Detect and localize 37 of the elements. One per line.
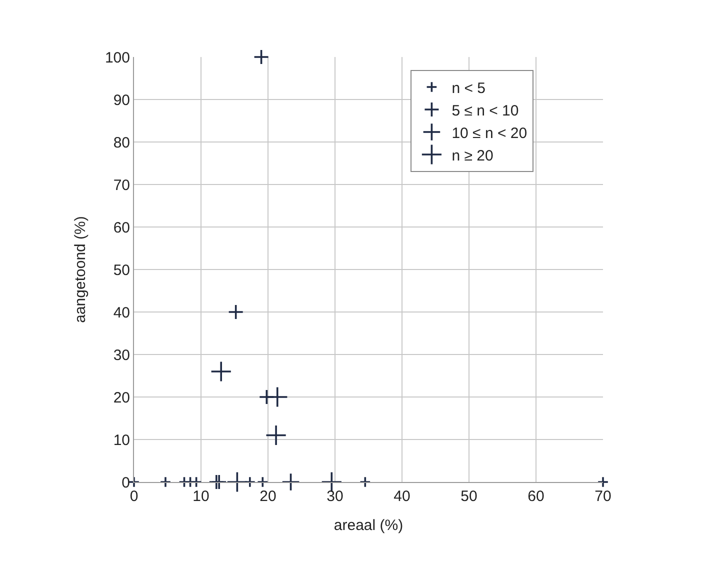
y-tick-label: 80 [113, 134, 130, 152]
y-axis-title: aangetoond (%) [72, 216, 90, 323]
y-tick-label: 0 [122, 474, 130, 492]
y-tick-label: 50 [113, 262, 130, 279]
point [281, 472, 300, 492]
x-tick-label: 50 [460, 488, 478, 505]
point [160, 476, 172, 488]
legend-label: 10 ≤ n < 20 [452, 124, 528, 142]
y-tick-label: 90 [113, 92, 130, 109]
legend-label: n ≥ 20 [452, 147, 494, 164]
x-axis-title: areaal (%) [334, 517, 404, 534]
y-tick-label: 60 [113, 219, 130, 236]
y-tick-label: 20 [113, 389, 130, 406]
x-tick-label: 40 [394, 488, 410, 505]
point [253, 49, 270, 65]
point [265, 424, 287, 446]
x-tick-label: 20 [260, 488, 276, 505]
x-tick-label: 30 [326, 488, 344, 505]
legend-label: n < 5 [452, 80, 486, 97]
y-tick-label: 10 [113, 432, 130, 449]
y-tick-label: 100 [104, 49, 130, 66]
y-tick-label: 30 [113, 346, 130, 364]
point [190, 476, 202, 488]
x-tick-label: 70 [594, 488, 612, 505]
x-tick-label: 60 [528, 488, 544, 505]
point [266, 386, 288, 408]
point [359, 476, 371, 488]
y-tick-label: 70 [113, 176, 130, 194]
point [256, 476, 268, 488]
point [244, 476, 256, 488]
point [228, 304, 244, 320]
point [226, 471, 248, 493]
point [210, 360, 232, 382]
legend-label: 5 ≤ n < 10 [452, 102, 519, 120]
point [597, 476, 609, 488]
x-tick-label: 10 [192, 488, 210, 505]
y-tick-label: 40 [113, 304, 130, 322]
